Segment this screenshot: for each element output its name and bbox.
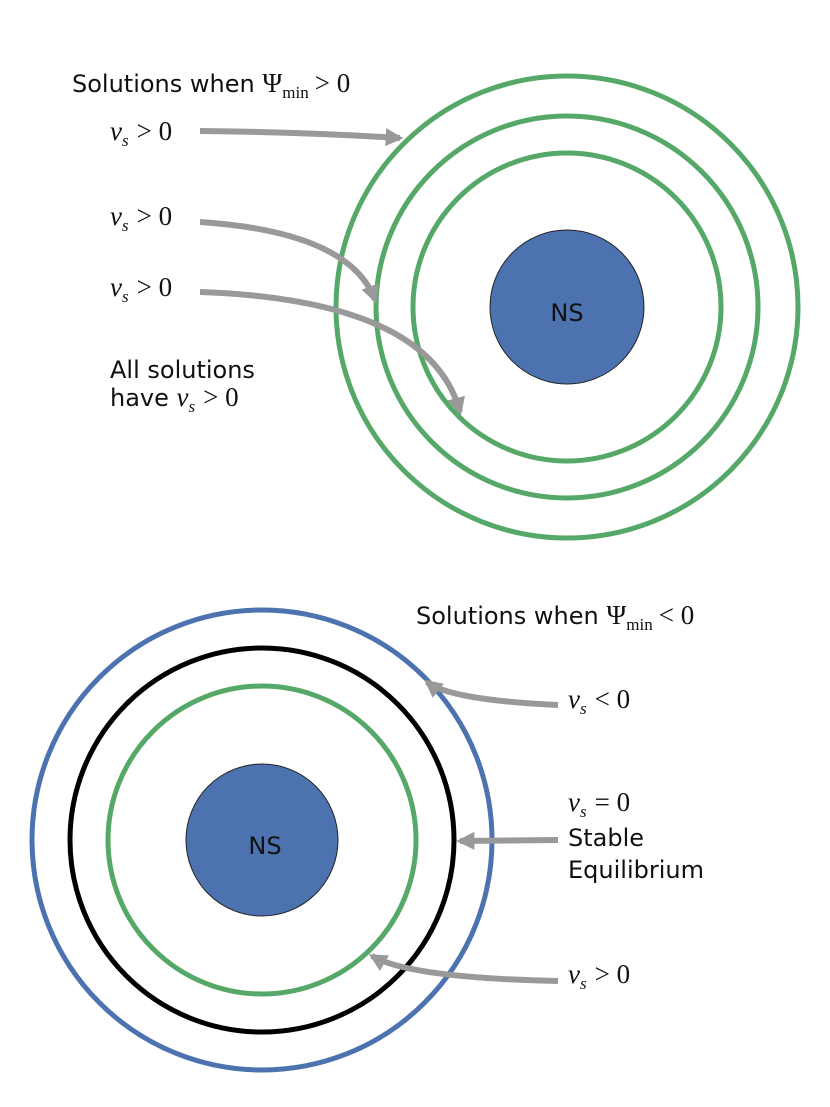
relation: < 0 [595, 684, 630, 714]
var: v [568, 684, 580, 714]
sub: s [580, 802, 587, 821]
title-subscript: min [626, 615, 653, 634]
neutron-star [185, 763, 339, 917]
top-panel: NS Solutions when Ψmin > 0 vs > 0 vs > 0 vs… [72, 68, 801, 541]
var: v [110, 272, 122, 302]
bottom-panel: NS Solutions when Ψmin < 0 vs < 0 vs = 0 St… [29, 600, 704, 1073]
neutron-star [489, 229, 645, 385]
relation: > 0 [203, 382, 238, 412]
orbit [333, 73, 801, 541]
orbit [410, 150, 724, 464]
title-symbol: Ψ [262, 68, 282, 98]
title-subscript: min [282, 83, 309, 102]
var: v [568, 787, 580, 817]
orbit [373, 113, 761, 501]
velocity-label: vs > 0 [110, 201, 172, 235]
title-text: Solutions when [72, 70, 255, 98]
relation: > 0 [137, 201, 172, 231]
star-label: NS [550, 299, 583, 327]
sub: s [122, 131, 129, 150]
sub: s [122, 216, 129, 235]
arrow [424, 679, 559, 708]
arrow [456, 831, 559, 850]
relation: = 0 [595, 787, 630, 817]
sub: s [580, 974, 587, 993]
var: v [568, 959, 580, 989]
relation: > 0 [137, 116, 172, 146]
star-label: NS [248, 832, 281, 860]
note-line: have vs > 0 [110, 382, 239, 416]
title-relation: > 0 [315, 68, 350, 98]
orbit [67, 645, 457, 1035]
sub: s [122, 287, 129, 306]
arrow [199, 219, 379, 304]
arrow [199, 128, 404, 147]
velocity-label: vs > 0 [568, 959, 630, 993]
arrow [199, 289, 465, 416]
var: v [110, 201, 122, 231]
caption: Equilibrium [568, 856, 704, 884]
panel-title: Solutions when Ψmin > 0 [72, 68, 350, 102]
sub: s [189, 397, 196, 416]
orbit [105, 683, 419, 997]
sub: s [580, 699, 587, 718]
title-symbol: Ψ [606, 600, 626, 630]
var: v [110, 116, 122, 146]
panel-title: Solutions when Ψmin < 0 [416, 600, 694, 634]
velocity-label: vs = 0 [568, 787, 630, 821]
velocity-label: vs > 0 [110, 272, 172, 306]
caption: Stable [568, 824, 644, 852]
relation: > 0 [595, 959, 630, 989]
title-relation: < 0 [659, 600, 694, 630]
relation: > 0 [137, 272, 172, 302]
velocity-label: vs < 0 [568, 684, 630, 718]
velocity-label: vs > 0 [110, 116, 172, 150]
var: v [177, 382, 189, 412]
title-text: Solutions when [416, 602, 599, 630]
note-text: have [110, 384, 169, 412]
arrow [368, 953, 559, 984]
note-line: All solutions [110, 356, 255, 384]
